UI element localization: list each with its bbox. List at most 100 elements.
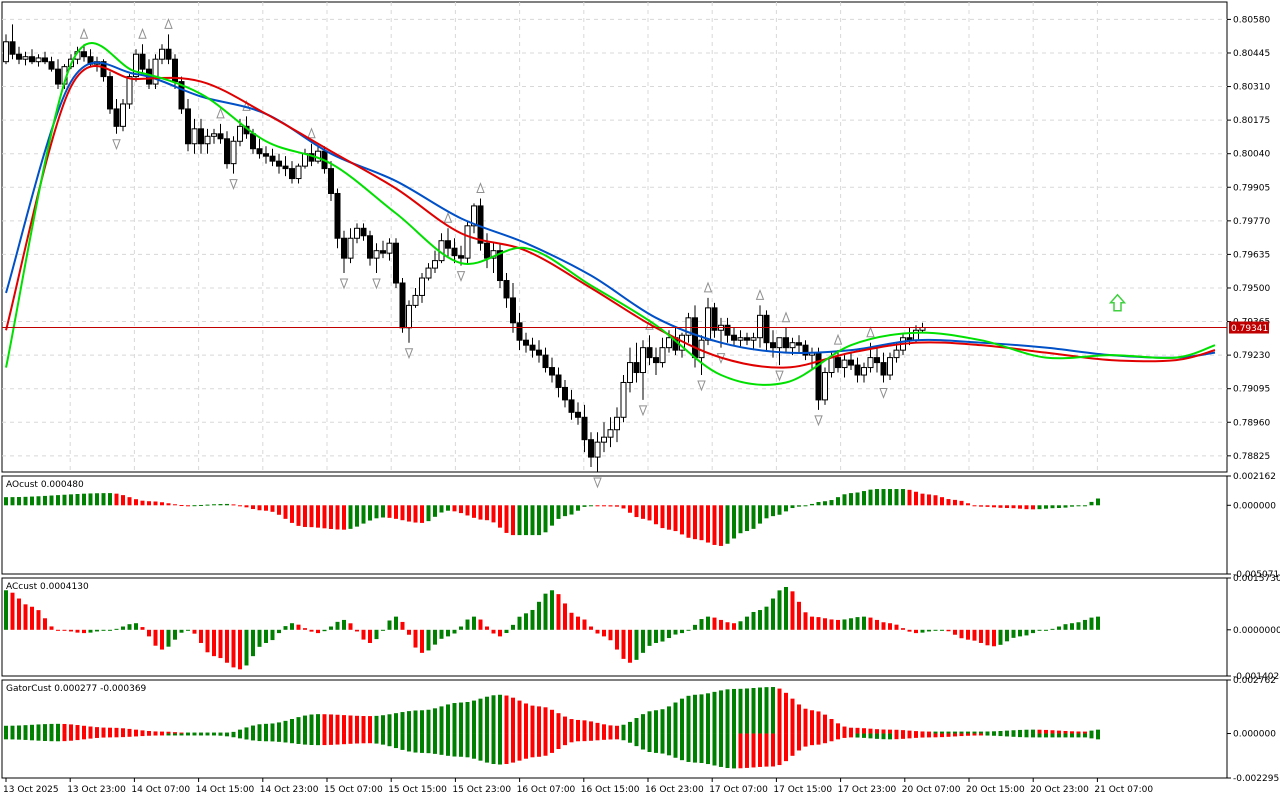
gator-lower-bar	[140, 733, 145, 737]
gator-upper-bar	[387, 714, 392, 734]
aocust-bar	[160, 502, 164, 506]
aocust-bar	[1063, 505, 1068, 508]
aocust-bar	[166, 503, 171, 506]
bear-candle	[29, 56, 35, 63]
gator-upper-bar	[628, 721, 632, 734]
aocust-bar	[322, 505, 327, 529]
ac-panel[interactable]	[4, 586, 1100, 670]
aocust-bar	[615, 505, 619, 507]
bull-candle	[230, 140, 237, 165]
accust-bar	[290, 623, 294, 630]
gator-upper-bar	[1089, 730, 1094, 734]
fractal-up-marker	[138, 27, 147, 39]
bear-candle	[334, 192, 341, 239]
gator-lower-bar	[1096, 733, 1100, 740]
aocust-bar	[439, 505, 444, 513]
gator-lower-bar	[849, 733, 853, 738]
aocust-bar	[173, 504, 177, 506]
time-tick-label: 16 Oct 15:00	[581, 785, 640, 795]
gator-lower-bar	[888, 733, 892, 740]
aocust-bar	[927, 494, 931, 506]
aocust-bar	[283, 505, 288, 519]
bear-candle	[393, 242, 399, 284]
time-tick-label: 17 Oct 15:00	[773, 785, 832, 795]
gator-upper-bar	[634, 718, 639, 734]
gator-upper-bar	[680, 698, 684, 734]
gator-upper-bar	[114, 727, 119, 734]
bear-candle	[588, 439, 594, 458]
accust-bar	[1005, 629, 1009, 642]
gator-upper-bar	[140, 730, 145, 734]
gator-lower-bar	[699, 733, 704, 763]
gator-lower-bar	[1005, 733, 1009, 737]
fractal-down-marker	[638, 405, 648, 417]
gator-lower-bar	[114, 733, 119, 738]
fractal-up-marker	[79, 27, 89, 39]
bull-candle	[22, 56, 29, 60]
gator-upper-bar	[251, 725, 255, 734]
accust-bar	[732, 623, 736, 630]
fractal-down-marker	[112, 139, 121, 151]
time-tick-label: 15 Oct 07:00	[324, 785, 383, 795]
aocust-bar	[881, 489, 886, 506]
gator-upper-bar	[517, 700, 522, 734]
gator-upper-bar	[784, 692, 788, 734]
accust-bar	[478, 619, 483, 630]
aocust-bar	[992, 505, 996, 508]
gator-upper-bar	[69, 724, 73, 734]
bear-candle	[224, 138, 230, 165]
aocust-bar	[205, 504, 210, 506]
gator-upper-bar	[264, 723, 268, 734]
aocust-bar	[335, 505, 340, 530]
gator-panel[interactable]	[4, 687, 1100, 769]
aocust-bar	[517, 505, 522, 536]
aocust-bar	[901, 489, 905, 506]
gator-upper-bar	[764, 687, 769, 734]
aocust-bar	[530, 505, 535, 536]
bull-candle	[861, 367, 867, 376]
bull-candle	[373, 250, 380, 259]
bear-candle	[380, 250, 386, 254]
gator-upper-bar	[296, 717, 301, 734]
gator-upper-bar	[673, 702, 678, 734]
aocust-bar	[452, 505, 457, 512]
time-tick-label: 14 Oct 23:00	[260, 785, 319, 795]
aocust-bar	[940, 497, 944, 506]
accust-bar	[556, 594, 561, 630]
aocust-bar	[784, 505, 788, 512]
bear-candle	[835, 357, 841, 369]
gator-lower-bar	[647, 733, 652, 752]
bear-candle	[562, 386, 568, 401]
gator-lower-bar	[829, 733, 834, 742]
gator-lower-bar	[23, 733, 28, 740]
gator-lower-bar	[907, 733, 912, 739]
aocust-bar	[946, 499, 951, 506]
gator-lower-bar	[368, 733, 372, 744]
aocust-bar	[693, 505, 697, 540]
gator-upper-bar	[277, 722, 281, 734]
fractal-up-marker	[216, 107, 225, 119]
ao-panel[interactable]	[4, 489, 1100, 546]
bear-candle	[341, 237, 347, 259]
aocust-bar	[654, 505, 658, 525]
gator-upper-bar	[355, 715, 359, 734]
gator-axis-tick-label: -0.002295	[1233, 774, 1279, 784]
accust-bar	[62, 629, 67, 631]
gator-upper-bar	[732, 688, 736, 734]
bear-candle	[503, 280, 510, 299]
gator-upper-bar	[998, 730, 1003, 734]
bull-candle	[412, 294, 419, 306]
aocust-bar	[543, 505, 548, 533]
fractal-up-marker	[755, 289, 765, 300]
accust-bar	[4, 590, 8, 630]
fractal-up-marker	[833, 333, 843, 345]
fractal-down-marker	[775, 370, 784, 382]
aocust-bar	[888, 489, 892, 506]
gator-lower-bar	[439, 733, 444, 755]
time-tick-label: 17 Oct 07:00	[709, 785, 768, 795]
price-panel[interactable]	[2, 17, 1227, 489]
aocust-bar	[862, 491, 866, 506]
accust-bar	[36, 610, 41, 630]
gator-upper-bar	[777, 688, 782, 734]
